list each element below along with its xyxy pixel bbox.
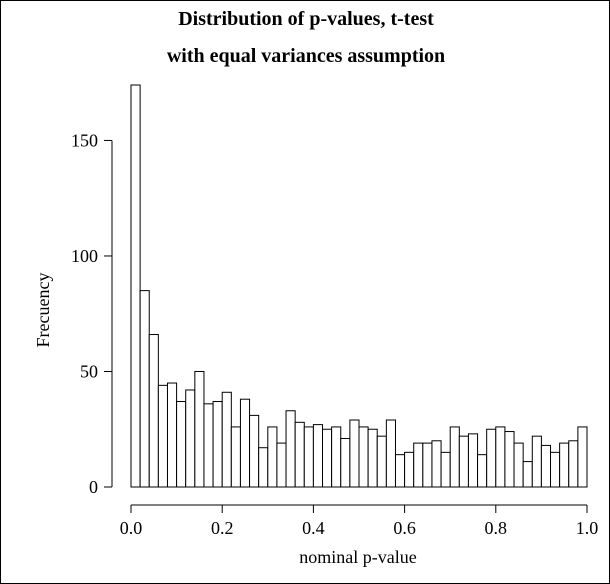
histogram-bar (577, 426, 588, 488)
y-tick-label: 150 (71, 130, 98, 150)
histogram-bar (276, 442, 287, 488)
x-tick-label: 0.2 (211, 518, 234, 538)
histogram-bar (449, 426, 460, 488)
histogram-bar (504, 431, 515, 488)
histogram-bar (157, 384, 168, 488)
x-tick-label: 0.0 (120, 518, 143, 538)
histogram-bar (185, 389, 196, 488)
histogram-bar (258, 447, 269, 488)
y-tick-label: 0 (89, 477, 98, 497)
chart-title-line-2: with equal variances assumption (167, 45, 445, 67)
y-axis-label: Frecuency (33, 273, 53, 348)
histogram-bar (486, 428, 497, 488)
histogram-bar (404, 451, 415, 488)
histogram-bar (568, 440, 579, 488)
histogram-bar (130, 84, 141, 488)
histogram-bar (176, 401, 187, 488)
histogram-bars (130, 84, 588, 488)
histogram-bar (550, 451, 561, 488)
histogram-bar (221, 391, 232, 488)
x-tick-label: 0.6 (393, 518, 416, 538)
y-tick-label: 100 (71, 246, 98, 266)
histogram-bar (203, 403, 214, 488)
histogram-bar (531, 435, 542, 488)
histogram-bar (322, 428, 333, 488)
histogram-bar (331, 426, 342, 488)
chart-title-line-1: Distribution of p-values, t-test (178, 8, 434, 30)
histogram-bar (139, 290, 150, 488)
histogram-bar (349, 419, 360, 488)
histogram-bar (312, 424, 324, 488)
histogram-bar (513, 442, 524, 488)
y-axis: 0 50 100 150 (71, 130, 113, 497)
histogram-bar (340, 437, 351, 488)
x-tick-label: 0.8 (485, 518, 508, 538)
histogram-bar (285, 410, 296, 488)
histogram-bar (413, 442, 424, 488)
histogram-bar (440, 451, 451, 488)
x-tick-label: 1.0 (576, 518, 599, 538)
x-axis-label: nominal p-value (299, 547, 416, 567)
histogram-bar (249, 414, 260, 488)
histogram-bar (540, 444, 552, 488)
histogram-bar (267, 426, 278, 488)
histogram-bar (239, 398, 251, 488)
histogram-bar (431, 440, 442, 488)
histogram-bar (477, 454, 488, 488)
histogram-bar (148, 334, 159, 488)
x-tick-label: 0.4 (302, 518, 325, 538)
histogram-bar (559, 442, 570, 488)
histogram-bar (230, 426, 241, 488)
histogram-bar (522, 461, 533, 488)
histogram-bar (367, 428, 378, 488)
histogram-bar (458, 435, 469, 488)
histogram-bar (376, 435, 387, 488)
histogram-bar (212, 401, 223, 488)
histogram-bar (394, 454, 406, 488)
x-axis: 0.0 0.2 0.4 0.6 0.8 1.0 (120, 504, 599, 538)
histogram-bar (303, 426, 314, 488)
histogram-bar (194, 370, 205, 488)
y-tick-label: 50 (80, 361, 98, 381)
histogram-bar (358, 426, 369, 488)
histogram-bar (294, 421, 305, 488)
histogram-bar (166, 382, 178, 488)
histogram-bar (467, 433, 479, 488)
histogram-bar (495, 426, 506, 488)
histogram-bar (385, 419, 396, 488)
histogram-bar (422, 442, 433, 488)
